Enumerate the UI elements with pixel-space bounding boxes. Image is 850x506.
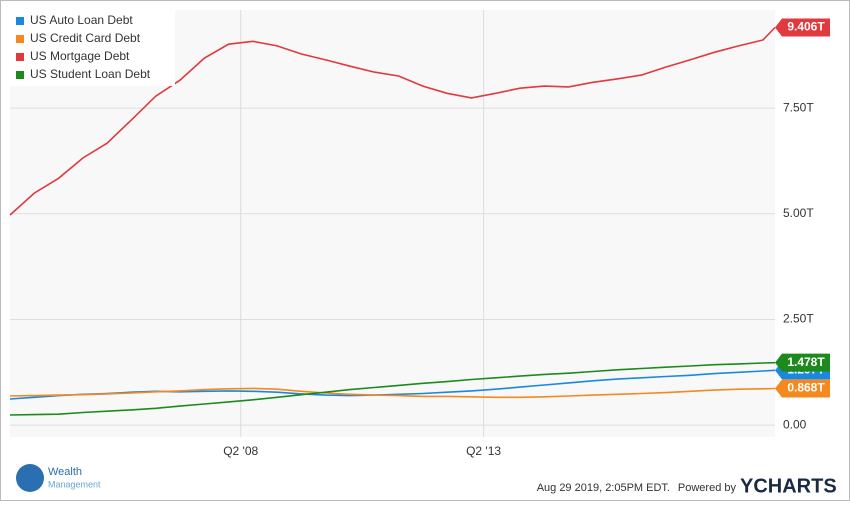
end-label: 0.868T [787, 381, 825, 395]
logo-icon [16, 464, 44, 492]
end-tag [775, 379, 830, 398]
legend-label: US Credit Card Debt [30, 31, 141, 45]
legend-label: US Auto Loan Debt [30, 13, 133, 27]
y-tick-label: 7.50T [783, 100, 814, 114]
x-tick-label: Q2 '08 [223, 444, 258, 458]
end-label: 1.478T [787, 355, 825, 369]
series-line [9, 387, 776, 399]
y-tick-label: 2.50T [783, 312, 814, 326]
legend-box [10, 10, 175, 86]
legend-label: US Student Loan Debt [30, 67, 151, 81]
timestamp: Aug 29 2019, 2:05PM EDT. [537, 482, 670, 494]
powered-by: Powered by [678, 482, 737, 494]
logo-text: Wealth [48, 466, 82, 478]
series-line [9, 26, 776, 216]
legend-swatch [16, 53, 24, 61]
end-tag [775, 18, 830, 37]
end-label: 9.406T [787, 20, 825, 34]
series-line [9, 361, 776, 416]
legend-swatch [16, 71, 24, 79]
legend-swatch [16, 35, 24, 43]
end-tag [775, 353, 830, 372]
brand: YCHARTS [740, 475, 837, 497]
logo-text: Management [48, 479, 101, 489]
legend-label: US Mortgage Debt [30, 49, 130, 63]
y-tick-label: 5.00T [783, 206, 814, 220]
y-tick-label: 0.00 [783, 417, 807, 431]
x-tick-label: Q2 '13 [466, 444, 501, 458]
legend-swatch [16, 17, 24, 25]
